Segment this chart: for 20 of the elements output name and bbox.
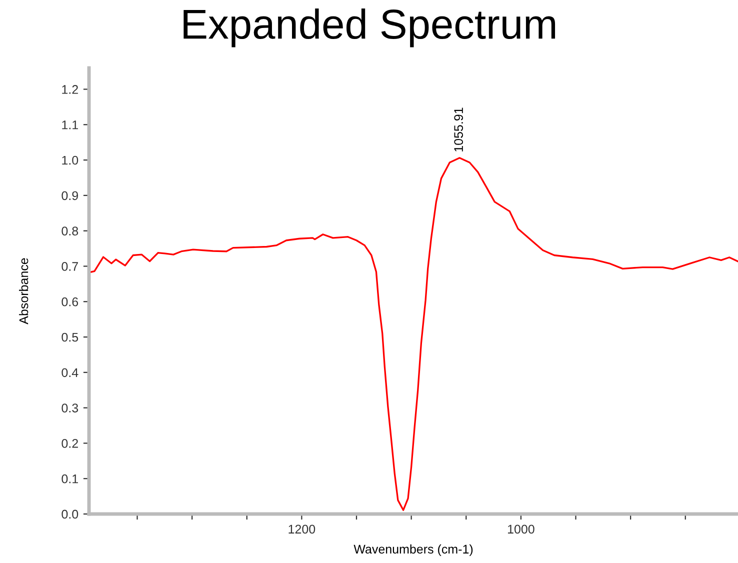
y-tick-label: 0.1 bbox=[62, 474, 78, 484]
y-tick-label: 0.9 bbox=[62, 191, 78, 200]
x-axis-title: Wavenumbers (cm-1) bbox=[354, 544, 473, 556]
y-tick-label: 0.3 bbox=[62, 404, 78, 412]
y-tick-label: 1.1 bbox=[62, 120, 78, 130]
annotation: 1055.91 bbox=[454, 108, 463, 152]
y-tick-label: 0.6 bbox=[62, 297, 78, 306]
y-tick-label: 0.7 bbox=[62, 262, 78, 271]
line-series bbox=[89, 157, 738, 511]
y-tick-label: 0.4 bbox=[62, 368, 78, 378]
y-tick-label: 1.0 bbox=[62, 156, 78, 165]
x-tick-label: 1200 bbox=[288, 524, 316, 534]
y-tick-label: 0.8 bbox=[62, 226, 78, 236]
chart-title: Expanded Spectrum bbox=[184, 8, 556, 48]
y-tick-label: 1.2 bbox=[62, 85, 78, 94]
x-tick-label: 1000 bbox=[508, 524, 534, 534]
y-tick-label: 0.2 bbox=[62, 439, 78, 448]
y-axis-title: Absorbance bbox=[19, 258, 28, 324]
y-tick-label: 0.5 bbox=[62, 332, 78, 342]
y-tick-label: 0.0 bbox=[62, 510, 78, 519]
